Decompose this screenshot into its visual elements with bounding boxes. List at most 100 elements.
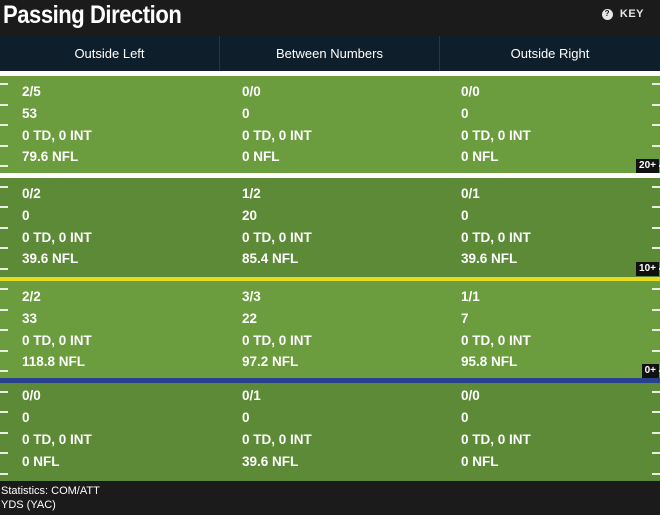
cell-zone-20-between-numbers: 0/0 0 0 TD, 0 INT 0 NFL: [220, 76, 439, 173]
hash-tick: [0, 227, 8, 229]
td-int: 0 TD, 0 INT: [22, 128, 92, 143]
hash-tick: [0, 165, 8, 167]
com-att: 1/1: [461, 289, 480, 304]
hash-marks-right: [652, 71, 660, 481]
yds: 0: [461, 208, 469, 223]
hash-tick: [652, 350, 660, 352]
com-att: 0/0: [22, 388, 41, 403]
hash-tick: [652, 227, 660, 229]
hash-tick: [652, 186, 660, 188]
yard-label-10-plus: 10+: [636, 262, 659, 276]
td-int: 0 TD, 0 INT: [242, 333, 312, 348]
line-of-scrimmage: [0, 378, 660, 383]
com-att: 2/2: [22, 289, 41, 304]
nfl-rating: 0 NFL: [22, 454, 60, 469]
zone-20-plus: 2/5 53 0 TD, 0 INT 79.6 NFL 0/0 0 0 TD, …: [0, 76, 660, 173]
cell-zone-behind-between-numbers: 0/1 0 0 TD, 0 INT 39.6 NFL: [220, 383, 439, 481]
hash-tick: [0, 432, 8, 434]
td-int: 0 TD, 0 INT: [22, 432, 92, 447]
nfl-rating: 0 NFL: [242, 149, 280, 164]
td-int: 0 TD, 0 INT: [242, 432, 312, 447]
yds: 7: [461, 311, 469, 326]
header: Passing Direction ? KEY: [0, 0, 660, 36]
hash-tick: [0, 309, 8, 311]
com-att: 0/1: [242, 388, 261, 403]
column-header-outside-left: Outside Left: [0, 36, 220, 71]
question-icon: ?: [601, 8, 613, 20]
nfl-rating: 0 NFL: [461, 454, 499, 469]
yds: 0: [22, 410, 30, 425]
yard-line-top: [0, 71, 660, 76]
td-int: 0 TD, 0 INT: [242, 128, 312, 143]
hash-tick: [652, 288, 660, 290]
yds: 53: [22, 106, 38, 121]
td-int: 0 TD, 0 INT: [461, 333, 531, 348]
com-att: 3/3: [242, 289, 261, 304]
hash-tick: [0, 247, 8, 249]
com-att: 0/0: [461, 388, 480, 403]
zone-behind-line: 0/0 0 0 TD, 0 INT 0 NFL 0/1 0 0 TD, 0 IN…: [0, 383, 660, 481]
passing-field: 2/5 53 0 TD, 0 INT 79.6 NFL 0/0 0 0 TD, …: [0, 71, 660, 481]
yds: 20: [242, 208, 258, 223]
hash-tick: [652, 452, 660, 454]
nfl-rating: 118.8 NFL: [22, 354, 86, 369]
hash-tick: [0, 329, 8, 331]
yds: 0: [242, 106, 250, 121]
hash-tick: [0, 350, 8, 352]
footer-yds-line: YDS (YAC): [1, 499, 56, 511]
column-header-outside-right: Outside Right: [510, 46, 590, 61]
yds: 0: [22, 208, 30, 223]
nfl-rating: 0 NFL: [461, 149, 499, 164]
nfl-rating: 39.6 NFL: [242, 454, 299, 469]
cell-zone-behind-outside-right: 0/0 0 0 TD, 0 INT 0 NFL: [439, 383, 660, 481]
com-att: 0/0: [242, 84, 261, 99]
hash-tick: [652, 206, 660, 208]
hash-tick: [652, 391, 660, 393]
yds: 33: [22, 311, 38, 326]
yds: 0: [461, 106, 469, 121]
td-int: 0 TD, 0 INT: [461, 128, 531, 143]
hash-tick: [0, 370, 8, 372]
nfl-rating: 95.8 NFL: [461, 354, 518, 369]
com-att: 0/2: [22, 186, 41, 201]
cell-zone-20-outside-right: 0/0 0 0 TD, 0 INT 0 NFL: [439, 76, 660, 173]
footer-legend: Statistics: COM/ATT YDS (YAC): [0, 481, 660, 515]
hash-tick: [0, 186, 8, 188]
hash-tick: [0, 411, 8, 413]
yard-label-0-plus: 0+: [641, 364, 659, 378]
cell-zone-10-outside-left: 0/2 0 0 TD, 0 INT 39.6 NFL: [0, 178, 220, 277]
key-button[interactable]: ? KEY: [601, 8, 644, 20]
cell-zone-10-outside-right: 0/1 0 0 TD, 0 INT 39.6 NFL: [439, 178, 660, 277]
hash-marks-left: [0, 71, 8, 481]
td-int: 0 TD, 0 INT: [461, 230, 531, 245]
cell-zone-10-between-numbers: 1/2 20 0 TD, 0 INT 85.4 NFL: [220, 178, 439, 277]
yds: 0: [242, 410, 250, 425]
yds: 22: [242, 311, 258, 326]
hash-tick: [0, 104, 8, 106]
hash-tick: [0, 83, 8, 85]
page-title: Passing Direction: [3, 1, 182, 29]
nfl-rating: 39.6 NFL: [22, 251, 79, 266]
zone-0-plus: 2/2 33 0 TD, 0 INT 118.8 NFL 3/3 22 0 TD…: [0, 281, 660, 378]
com-att: 2/5: [22, 84, 41, 99]
hash-tick: [0, 268, 8, 270]
hash-tick: [0, 473, 8, 475]
hash-tick: [0, 145, 8, 147]
yard-line-20: [0, 173, 660, 178]
hash-tick: [652, 145, 660, 147]
hash-tick: [652, 104, 660, 106]
hash-tick: [652, 83, 660, 85]
first-down-line: [0, 277, 660, 281]
key-label: KEY: [619, 8, 644, 20]
nfl-rating: 79.6 NFL: [22, 149, 79, 164]
column-header-row: Outside Left Between Numbers Outside Rig…: [0, 36, 660, 71]
td-int: 0 TD, 0 INT: [461, 432, 531, 447]
column-header-between-numbers: Between Numbers: [220, 36, 440, 71]
cell-zone-behind-outside-left: 0/0 0 0 TD, 0 INT 0 NFL: [0, 383, 220, 481]
hash-tick: [0, 391, 8, 393]
yds: 0: [461, 410, 469, 425]
td-int: 0 TD, 0 INT: [242, 230, 312, 245]
hash-tick: [652, 247, 660, 249]
yard-label-20-plus: 20+: [636, 159, 659, 173]
cell-zone-0-between-numbers: 3/3 22 0 TD, 0 INT 97.2 NFL: [220, 281, 439, 378]
